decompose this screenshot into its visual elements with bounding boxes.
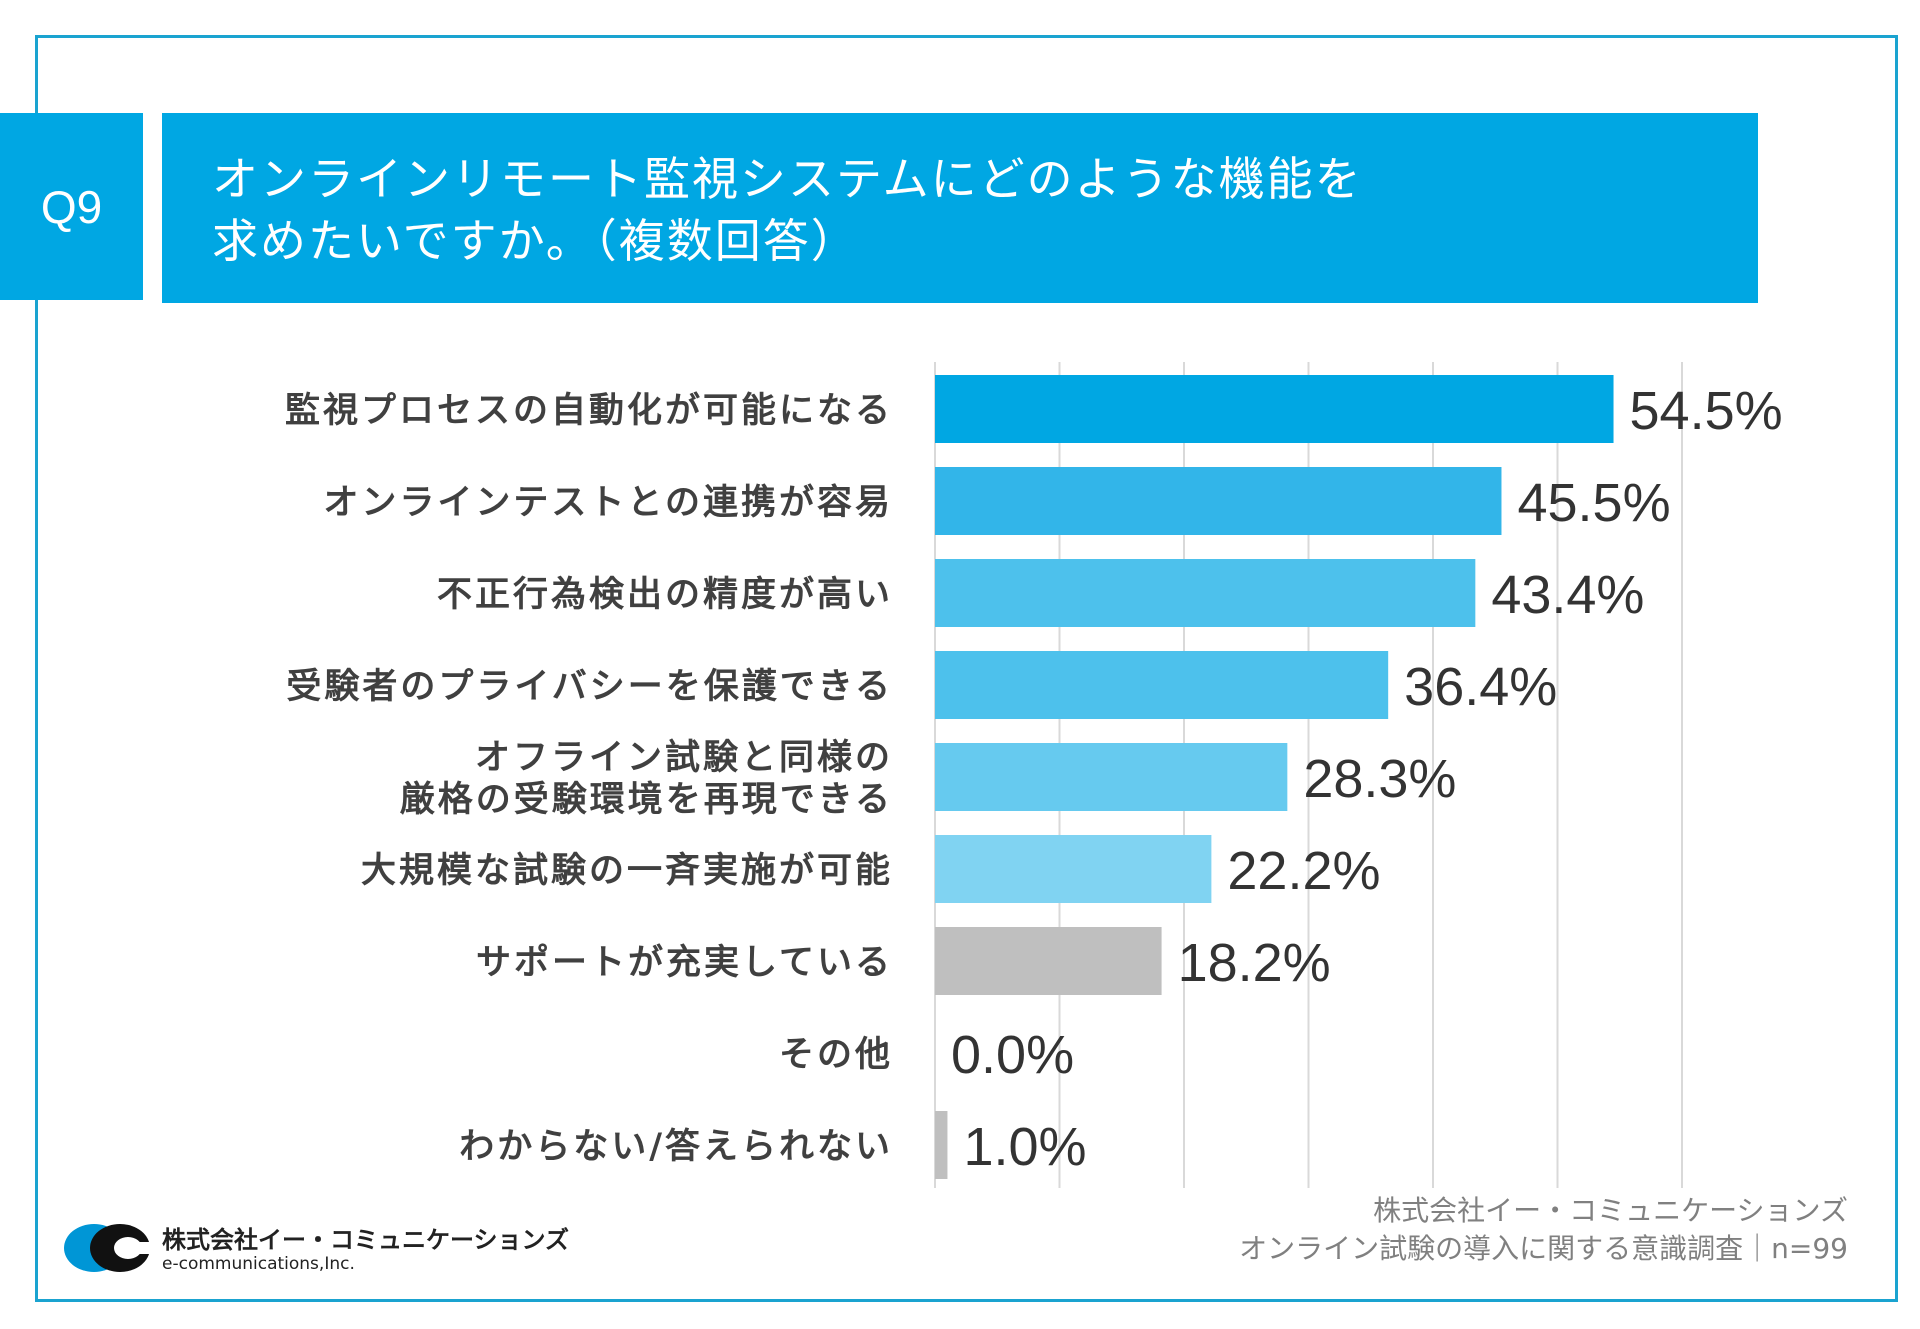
logo-mark-icon	[64, 1224, 158, 1272]
category-label: その他	[779, 1035, 893, 1075]
category-label: オンラインテストとの連携が容易	[323, 483, 893, 523]
value-label: 22.2%	[1227, 841, 1380, 901]
category-label: 受験者のプライバシーを保護できる	[286, 667, 893, 707]
source-line-1: 株式会社イー・コミュニケーションズ	[1373, 1194, 1848, 1227]
category-label: オフライン試験と同様の	[475, 738, 893, 778]
company-logo: 株式会社イー・コミュニケーションズ e-communications,Inc.	[62, 1220, 569, 1284]
chart-frame	[35, 35, 1898, 1302]
category-label: 大規模な試験の一斉実施が可能	[361, 851, 893, 891]
value-label: 1.0%	[963, 1117, 1086, 1177]
bar	[935, 927, 1162, 995]
question-number: Q9	[0, 113, 143, 300]
value-label: 0.0%	[951, 1025, 1074, 1085]
category-label: 厳格の受験環境を再現できる	[400, 780, 893, 820]
source-line-2: オンライン試験の導入に関する意識調査｜n=99	[1239, 1232, 1848, 1265]
title-line-1: オンラインリモート監視システムにどのような機能を	[212, 152, 1363, 206]
logo-company-name: 株式会社イー・コミュニケーションズ	[162, 1226, 570, 1254]
bar	[935, 743, 1288, 811]
value-label: 18.2%	[1178, 933, 1331, 993]
bar	[935, 559, 1476, 627]
bar	[935, 375, 1614, 443]
category-label: サポートが充実している	[476, 942, 893, 983]
value-label: 45.5%	[1517, 473, 1670, 533]
title-line-2: 求めたいですか。（複数回答）	[212, 214, 859, 268]
bar	[935, 835, 1212, 903]
value-label: 28.3%	[1303, 749, 1456, 809]
bar	[935, 1111, 948, 1179]
value-label: 54.5%	[1630, 381, 1783, 441]
question-title: オンラインリモート監視システムにどのような機能を 求めたいですか。（複数回答）	[162, 113, 1758, 303]
logo-company-sub: e-communications,Inc.	[162, 1254, 355, 1274]
value-label: 36.4%	[1404, 657, 1557, 717]
bar	[935, 651, 1389, 719]
source-note: 株式会社イー・コミュニケーションズ オンライン試験の導入に関する意識調査｜n=9…	[1239, 1192, 1848, 1268]
value-label: 43.4%	[1491, 565, 1644, 625]
bar	[935, 467, 1502, 535]
category-label: わからない/答えられない	[459, 1127, 893, 1167]
category-label: 監視プロセスの自動化が可能になる	[285, 391, 893, 431]
category-label: 不正行為検出の精度が高い	[437, 575, 893, 615]
